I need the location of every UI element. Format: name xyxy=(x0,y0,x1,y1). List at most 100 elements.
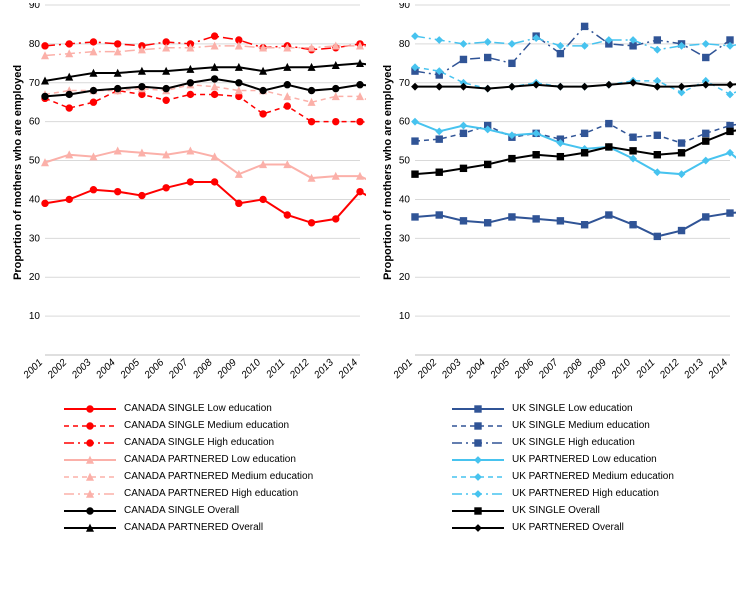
legend-swatch-icon xyxy=(450,470,506,484)
figure: 1020304050607080902001200220032004200520… xyxy=(0,0,750,606)
chart-panel-canada: 1020304050607080902001200220032004200520… xyxy=(17,3,366,399)
legend-label: UK SINGLE Overall xyxy=(512,505,600,516)
legend-item-ca_s_med: CANADA SINGLE Medium education xyxy=(62,417,313,434)
legend-item-ca_p_med: CANADA PARTNERED Medium education xyxy=(62,468,313,485)
legend-label: UK SINGLE Medium education xyxy=(512,420,650,431)
legend-label: UK PARTNERED Medium education xyxy=(512,471,674,482)
x-tick-label: 2007 xyxy=(536,357,561,382)
legend-swatch-icon xyxy=(450,521,506,535)
legend-swatch-icon xyxy=(62,419,118,433)
legend-label: UK PARTNERED Low education xyxy=(512,454,657,465)
x-tick-label: 2001 xyxy=(391,357,415,381)
x-tick-label: 2013 xyxy=(682,357,707,382)
legend-label: CANADA SINGLE Low education xyxy=(124,403,272,414)
x-tick-label: 2006 xyxy=(512,357,537,382)
x-tick-label: 2004 xyxy=(94,357,119,382)
x-tick-label: 2005 xyxy=(118,357,143,382)
legend-label: UK SINGLE Low education xyxy=(512,403,633,414)
y-tick-label: 30 xyxy=(29,233,41,244)
legend-label: CANADA PARTNERED Overall xyxy=(124,522,263,533)
y-tick-label: 10 xyxy=(399,311,411,322)
x-tick-label: 2008 xyxy=(191,357,216,382)
y-tick-label: 40 xyxy=(29,194,41,205)
legend-item-ca_p_low: CANADA PARTNERED Low education xyxy=(62,451,313,468)
legend-item-uk_p_low: UK PARTNERED Low education xyxy=(450,451,674,468)
legend-label: CANADA SINGLE High education xyxy=(124,437,274,448)
x-tick-label: 2003 xyxy=(69,357,94,382)
x-tick-label: 2013 xyxy=(312,357,337,382)
legend-item-uk_s_all: UK SINGLE Overall xyxy=(450,502,674,519)
y-tick-label: 40 xyxy=(399,194,411,205)
legend-item-ca_s_all: CANADA SINGLE Overall xyxy=(62,502,313,519)
legend-label: UK SINGLE High education xyxy=(512,437,635,448)
legend-item-uk_s_low: UK SINGLE Low education xyxy=(450,400,674,417)
legend-swatch-icon xyxy=(62,436,118,450)
y-tick-label: 10 xyxy=(29,311,41,322)
legend-swatch-icon xyxy=(450,453,506,467)
x-tick-label: 2001 xyxy=(21,357,45,381)
x-tick-label: 2009 xyxy=(585,357,610,382)
y-tick-label: 30 xyxy=(399,233,411,244)
series-markers-ca_s_high xyxy=(42,33,366,53)
y-tick-label: 90 xyxy=(399,3,411,11)
legend-label: CANADA PARTNERED High education xyxy=(124,488,298,499)
chart-panel-uk: 1020304050607080902001200220032004200520… xyxy=(387,3,736,399)
legend-item-uk_s_med: UK SINGLE Medium education xyxy=(450,417,674,434)
legend-canada: CANADA SINGLE Low education CANADA SINGLE… xyxy=(62,400,313,536)
legend-swatch-icon xyxy=(450,419,506,433)
legend-item-ca_s_low: CANADA SINGLE Low education xyxy=(62,400,313,417)
legend-item-ca_p_high: CANADA PARTNERED High education xyxy=(62,485,313,502)
series-markers-ca_s_all xyxy=(42,76,366,100)
x-tick-label: 2008 xyxy=(561,357,586,382)
x-tick-label: 2011 xyxy=(634,357,658,381)
x-tick-label: 2014 xyxy=(706,357,731,382)
x-tick-label: 2012 xyxy=(657,357,682,382)
legend-item-uk_p_med: UK PARTNERED Medium education xyxy=(450,468,674,485)
series-markers-ca_p_high xyxy=(42,43,366,59)
legend-item-uk_p_high: UK PARTNERED High education xyxy=(450,485,674,502)
x-tick-label: 2009 xyxy=(215,357,240,382)
y-tick-label: 20 xyxy=(399,272,411,283)
series-line-uk_s_high xyxy=(415,26,736,75)
legend-label: CANADA SINGLE Medium education xyxy=(124,420,289,431)
y-tick-label: 70 xyxy=(399,78,411,89)
legend-item-uk_p_all: UK PARTNERED Overall xyxy=(450,519,674,536)
series-markers-ca_s_low xyxy=(42,179,366,226)
x-tick-label: 2007 xyxy=(166,357,191,382)
x-tick-label: 2002 xyxy=(415,357,440,382)
x-tick-label: 2004 xyxy=(464,357,489,382)
series-markers-uk_s_high xyxy=(412,23,736,78)
x-tick-label: 2006 xyxy=(142,357,167,382)
legend-label: CANADA PARTNERED Low education xyxy=(124,454,296,465)
legend-swatch-icon xyxy=(62,504,118,518)
y-tick-label: 50 xyxy=(29,156,41,167)
legend-swatch-icon xyxy=(450,402,506,416)
legend-swatch-icon xyxy=(62,402,118,416)
series-line-ca_s_med xyxy=(45,91,366,124)
series-markers-uk_s_med xyxy=(412,118,736,146)
legend-swatch-icon xyxy=(62,470,118,484)
legend-swatch-icon xyxy=(62,453,118,467)
legend-uk: UK SINGLE Low education UK SINGLE Medium … xyxy=(450,400,674,536)
legend-swatch-icon xyxy=(450,436,506,450)
x-tick-label: 2012 xyxy=(287,357,312,382)
legend-swatch-icon xyxy=(450,504,506,518)
legend-swatch-icon xyxy=(62,521,118,535)
y-tick-label: 20 xyxy=(29,272,41,283)
y-tick-label: 50 xyxy=(399,156,411,167)
series-markers-ca_p_med xyxy=(42,82,366,112)
x-tick-label: 2011 xyxy=(264,357,288,381)
x-tick-label: 2010 xyxy=(609,357,634,382)
legend-label: CANADA SINGLE Overall xyxy=(124,505,239,516)
legend-swatch-icon xyxy=(450,487,506,501)
y-axis-label-left: Proportion of mothers who are employed xyxy=(12,65,24,280)
legend-label: UK PARTNERED Overall xyxy=(512,522,624,533)
legend-label: CANADA PARTNERED Medium education xyxy=(124,471,313,482)
x-tick-label: 2003 xyxy=(439,357,464,382)
legend-item-ca_s_high: CANADA SINGLE High education xyxy=(62,434,313,451)
y-tick-label: 60 xyxy=(29,117,41,128)
y-tick-label: 70 xyxy=(29,78,41,89)
legend-item-uk_s_high: UK SINGLE High education xyxy=(450,434,674,451)
y-tick-label: 60 xyxy=(399,117,411,128)
y-tick-label: 80 xyxy=(29,39,41,50)
